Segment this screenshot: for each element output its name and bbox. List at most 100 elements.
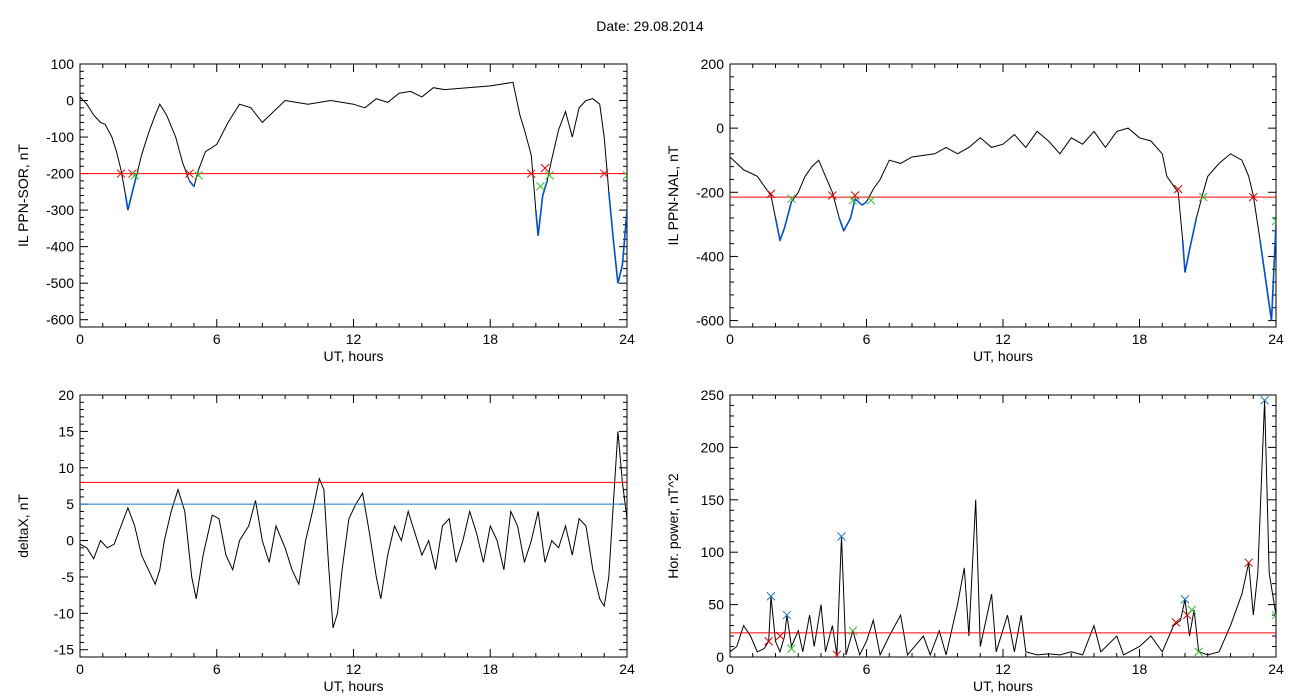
plot-area bbox=[730, 395, 1276, 657]
cross-marker-stroke bbox=[1198, 192, 1208, 202]
cross-marker-stroke bbox=[848, 195, 858, 205]
cross-marker-stroke bbox=[526, 169, 536, 178]
cross-marker-stroke bbox=[787, 644, 796, 653]
x-tick-label: 0 bbox=[76, 331, 84, 347]
x-tick-label: 6 bbox=[213, 661, 221, 677]
cross-marker-stroke bbox=[834, 650, 842, 657]
y-tick-label: 200 bbox=[701, 56, 725, 72]
y-axis-label: IL PPN-NAL, nT bbox=[665, 145, 681, 245]
cross-marker bbox=[116, 169, 126, 178]
x-tick-label: 18 bbox=[1132, 331, 1148, 347]
x-tick-label: 6 bbox=[863, 661, 871, 677]
cross-marker-stroke bbox=[599, 169, 609, 178]
cross-marker-stroke bbox=[116, 169, 126, 178]
cross-marker-stroke bbox=[1180, 595, 1190, 604]
y-tick-label: 0 bbox=[716, 649, 724, 665]
cross-marker-stroke bbox=[536, 182, 545, 191]
cross-marker bbox=[766, 189, 776, 199]
plot-frame bbox=[729, 394, 1277, 658]
cross-marker bbox=[1173, 184, 1183, 194]
cross-marker bbox=[185, 169, 194, 178]
x-axis-label: UT, hours bbox=[324, 348, 384, 364]
x-tick-label: 24 bbox=[619, 661, 635, 677]
cross-marker-stroke bbox=[1271, 610, 1276, 616]
cross-marker bbox=[540, 163, 550, 173]
cross-marker-stroke bbox=[766, 591, 776, 601]
cross-marker bbox=[828, 191, 837, 200]
cross-marker-stroke bbox=[766, 189, 776, 199]
cross-marker-stroke bbox=[1171, 618, 1181, 627]
y-tick-label: 20 bbox=[58, 387, 74, 403]
cross-marker-stroke bbox=[622, 174, 627, 180]
cross-marker-stroke bbox=[848, 626, 858, 636]
x-tick-label: 18 bbox=[482, 661, 498, 677]
cross-marker-stroke bbox=[764, 636, 774, 646]
cross-marker-stroke bbox=[1271, 220, 1276, 226]
cross-marker bbox=[1248, 192, 1258, 202]
x-tick-label: 24 bbox=[619, 331, 635, 347]
y-tick-label: -600 bbox=[46, 312, 74, 328]
x-tick-label: 0 bbox=[76, 661, 84, 677]
y-tick-label: 200 bbox=[701, 439, 725, 455]
highlighted-segment bbox=[774, 198, 1276, 321]
cross-marker bbox=[764, 636, 774, 646]
series-line bbox=[730, 400, 1276, 657]
x-tick-label: 12 bbox=[995, 661, 1011, 677]
y-tick-label: -5 bbox=[62, 569, 75, 585]
cross-marker bbox=[832, 650, 842, 657]
cross-marker-stroke bbox=[828, 191, 837, 200]
cross-marker-stroke bbox=[1173, 184, 1183, 194]
chart-panel-1: 0 6 12 18 24 -600 -500 -400 -300 -200 -100 0 100 UT, … bbox=[15, 56, 635, 364]
cross-marker-stroke bbox=[1271, 216, 1276, 222]
cross-marker-stroke bbox=[850, 191, 860, 200]
y-tick-label: 150 bbox=[701, 492, 725, 508]
cross-marker bbox=[1198, 192, 1208, 202]
cross-marker-stroke bbox=[1187, 605, 1197, 615]
chart-panel-3: 0 6 12 18 24 -15 -10 -5 0 5 10 15 20 UT, hours deltaX,… bbox=[15, 387, 635, 694]
cross-marker bbox=[766, 591, 776, 601]
y-axis-label: Hor. power, nT^2 bbox=[665, 473, 681, 579]
x-axis-label: UT, hours bbox=[324, 678, 384, 694]
x-tick-label: 24 bbox=[1268, 661, 1284, 677]
cross-marker-stroke bbox=[1271, 614, 1276, 620]
cross-marker bbox=[775, 631, 785, 641]
cross-marker-stroke bbox=[130, 171, 140, 180]
series-line bbox=[80, 431, 627, 629]
y-tick-label: -200 bbox=[696, 184, 724, 200]
cross-marker bbox=[1271, 610, 1276, 620]
y-tick-label: 100 bbox=[701, 544, 725, 560]
plot-area bbox=[80, 81, 627, 284]
series-line bbox=[730, 127, 1276, 321]
y-tick-label: 0 bbox=[66, 533, 74, 549]
x-tick-label: 0 bbox=[726, 661, 734, 677]
x-tick-label: 6 bbox=[863, 331, 871, 347]
cross-marker-stroke bbox=[1244, 558, 1254, 568]
highlighted-segment bbox=[124, 173, 627, 284]
y-axis-label: deltaX, nT bbox=[15, 494, 31, 558]
plot-frame bbox=[79, 63, 628, 328]
cross-marker bbox=[848, 626, 858, 636]
cross-marker-stroke bbox=[775, 631, 785, 641]
y-tick-label: -500 bbox=[46, 275, 74, 291]
x-tick-label: 0 bbox=[726, 331, 734, 347]
y-tick-label: -400 bbox=[46, 239, 74, 255]
cross-marker-stroke bbox=[185, 169, 194, 178]
y-tick-label: -10 bbox=[54, 605, 74, 621]
x-tick-label: 12 bbox=[346, 331, 362, 347]
cross-marker bbox=[1171, 618, 1181, 627]
y-tick-label: 15 bbox=[58, 423, 74, 439]
plot-frame bbox=[729, 63, 1277, 328]
y-tick-label: -15 bbox=[54, 642, 74, 658]
cross-marker bbox=[782, 610, 792, 620]
plot-area bbox=[80, 431, 627, 629]
cross-marker-stroke bbox=[540, 163, 550, 173]
cross-marker bbox=[1271, 216, 1276, 226]
cross-marker bbox=[866, 195, 876, 205]
cross-marker-stroke bbox=[1194, 647, 1204, 657]
y-axis-label: IL PPN-SOR, nT bbox=[15, 144, 31, 247]
plot-frame bbox=[79, 394, 628, 658]
cross-marker bbox=[1180, 595, 1190, 604]
cross-marker bbox=[599, 169, 609, 178]
y-tick-label: 0 bbox=[66, 93, 74, 109]
x-tick-label: 24 bbox=[1268, 331, 1284, 347]
